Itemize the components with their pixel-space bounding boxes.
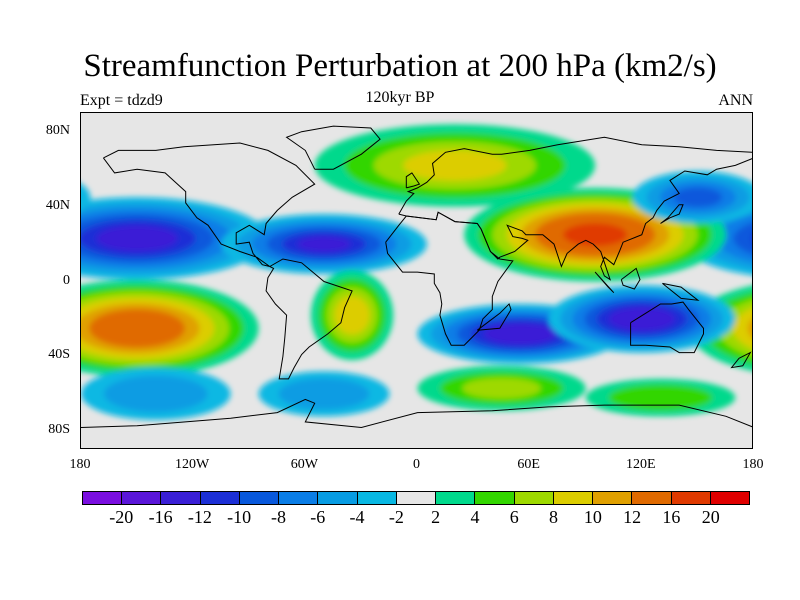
experiment-label: Expt = tdzd9	[80, 92, 163, 109]
coastline-segment-6	[630, 301, 704, 354]
colorbar-swatch	[318, 492, 358, 504]
colorbar-swatch	[83, 492, 123, 504]
colorbar-swatch	[514, 492, 554, 504]
contour-band-2-5	[89, 309, 185, 348]
colorbar-label: -6	[310, 507, 326, 527]
coastline-segment-8	[476, 303, 512, 331]
colorbar-label: -20	[109, 507, 134, 527]
contour-band-wrap-0-4	[751, 235, 752, 241]
map-panel	[80, 112, 753, 449]
contour-map	[81, 113, 752, 448]
colorbar-label: -8	[270, 507, 286, 527]
x-tick-label: 60E	[517, 457, 540, 472]
colorbar-swatch	[239, 492, 280, 504]
colorbar-swatch	[436, 492, 476, 504]
colorbar-label: 6	[509, 507, 519, 527]
coastline-segment-0	[102, 142, 316, 267]
contour-band-9-2	[462, 377, 541, 399]
colorbar-swatch	[593, 492, 633, 504]
y-tick-label: 80N	[45, 122, 70, 138]
contour-band-wrap-0-3	[733, 222, 752, 255]
coastline-segment-13	[620, 267, 641, 290]
contour-band-11-1	[104, 375, 208, 412]
y-tick-label: 40S	[48, 347, 70, 363]
y-tick-label: 0	[63, 272, 70, 288]
contour-band-6-5	[483, 323, 557, 345]
colorbar-label: 16	[662, 507, 681, 527]
colorbar-swatch	[279, 492, 319, 504]
period-label: 120kyr BP	[365, 89, 435, 106]
colorbar-swatch	[122, 492, 162, 504]
colorbar-swatch	[553, 492, 594, 504]
chart-title: Streamfunction Perturbation at 200 hPa (…	[83, 48, 717, 84]
coastlines	[81, 125, 752, 429]
x-tick-label: 120E	[626, 457, 656, 472]
colorbar-label: 8	[549, 507, 559, 527]
x-tick-label: 180	[69, 457, 91, 472]
contour-band-wrap-8-0	[81, 183, 91, 211]
contour-band-wrap-2-3	[732, 307, 752, 349]
colorbar-label: 10	[583, 507, 602, 527]
colorbar-swatch	[396, 492, 437, 504]
contour-band-12-1	[278, 378, 370, 410]
colorbar-label: -2	[388, 507, 404, 527]
x-tick-label: 120W	[175, 457, 210, 472]
contour-band-1-5	[297, 236, 351, 252]
colorbar-label: 12	[623, 507, 642, 527]
contour-band-wrap-2-4	[747, 318, 752, 338]
colorbar-label: -4	[349, 507, 365, 527]
colorbar-swatch	[710, 492, 749, 504]
x-tick-label: 0	[413, 457, 420, 472]
colorbar-label: 2	[431, 507, 441, 527]
coastline-segment-3	[398, 136, 752, 215]
coastline-segment-12	[594, 271, 615, 294]
colorbar-label: -10	[227, 507, 252, 527]
colorbar-swatch	[671, 492, 711, 504]
colorbar-swatch	[161, 492, 201, 504]
contour-band-0-5	[96, 225, 178, 252]
contour-band-10-1	[608, 384, 713, 411]
contour-band-8-3	[673, 187, 723, 207]
x-tick-label: 60W	[290, 457, 318, 472]
y-tick-label: 80S	[48, 422, 70, 438]
coastline-segment-1	[265, 258, 353, 380]
coastline-segment-14	[662, 282, 700, 301]
coastline-segment-2	[285, 125, 381, 170]
colorbar-label: 4	[470, 507, 480, 527]
x-tick-label: 180	[742, 457, 764, 472]
coastline-segment-5	[385, 211, 514, 346]
y-tick-label: 40N	[45, 197, 70, 213]
colorbar-swatch	[200, 492, 240, 504]
colorbar-label: -16	[148, 507, 173, 527]
colorbar-swatch	[632, 492, 672, 504]
coastline-segment-7	[81, 398, 752, 429]
colorbar-swatch	[357, 492, 397, 504]
coastline-segment-9	[405, 172, 421, 189]
contour-band-4-3	[403, 150, 507, 181]
colorbar-label: -12	[187, 507, 212, 527]
contour-band-5-6	[563, 223, 627, 247]
coastline-segment-10	[730, 351, 752, 369]
colorbar-swatch	[475, 492, 515, 504]
season-label: ANN	[718, 92, 753, 109]
colorbar	[82, 491, 750, 505]
coastline-segment-11	[660, 204, 684, 224]
contour-band-3-3	[334, 295, 370, 335]
contour-band-7-5	[608, 306, 676, 331]
colorbar-label: 20	[701, 507, 720, 527]
